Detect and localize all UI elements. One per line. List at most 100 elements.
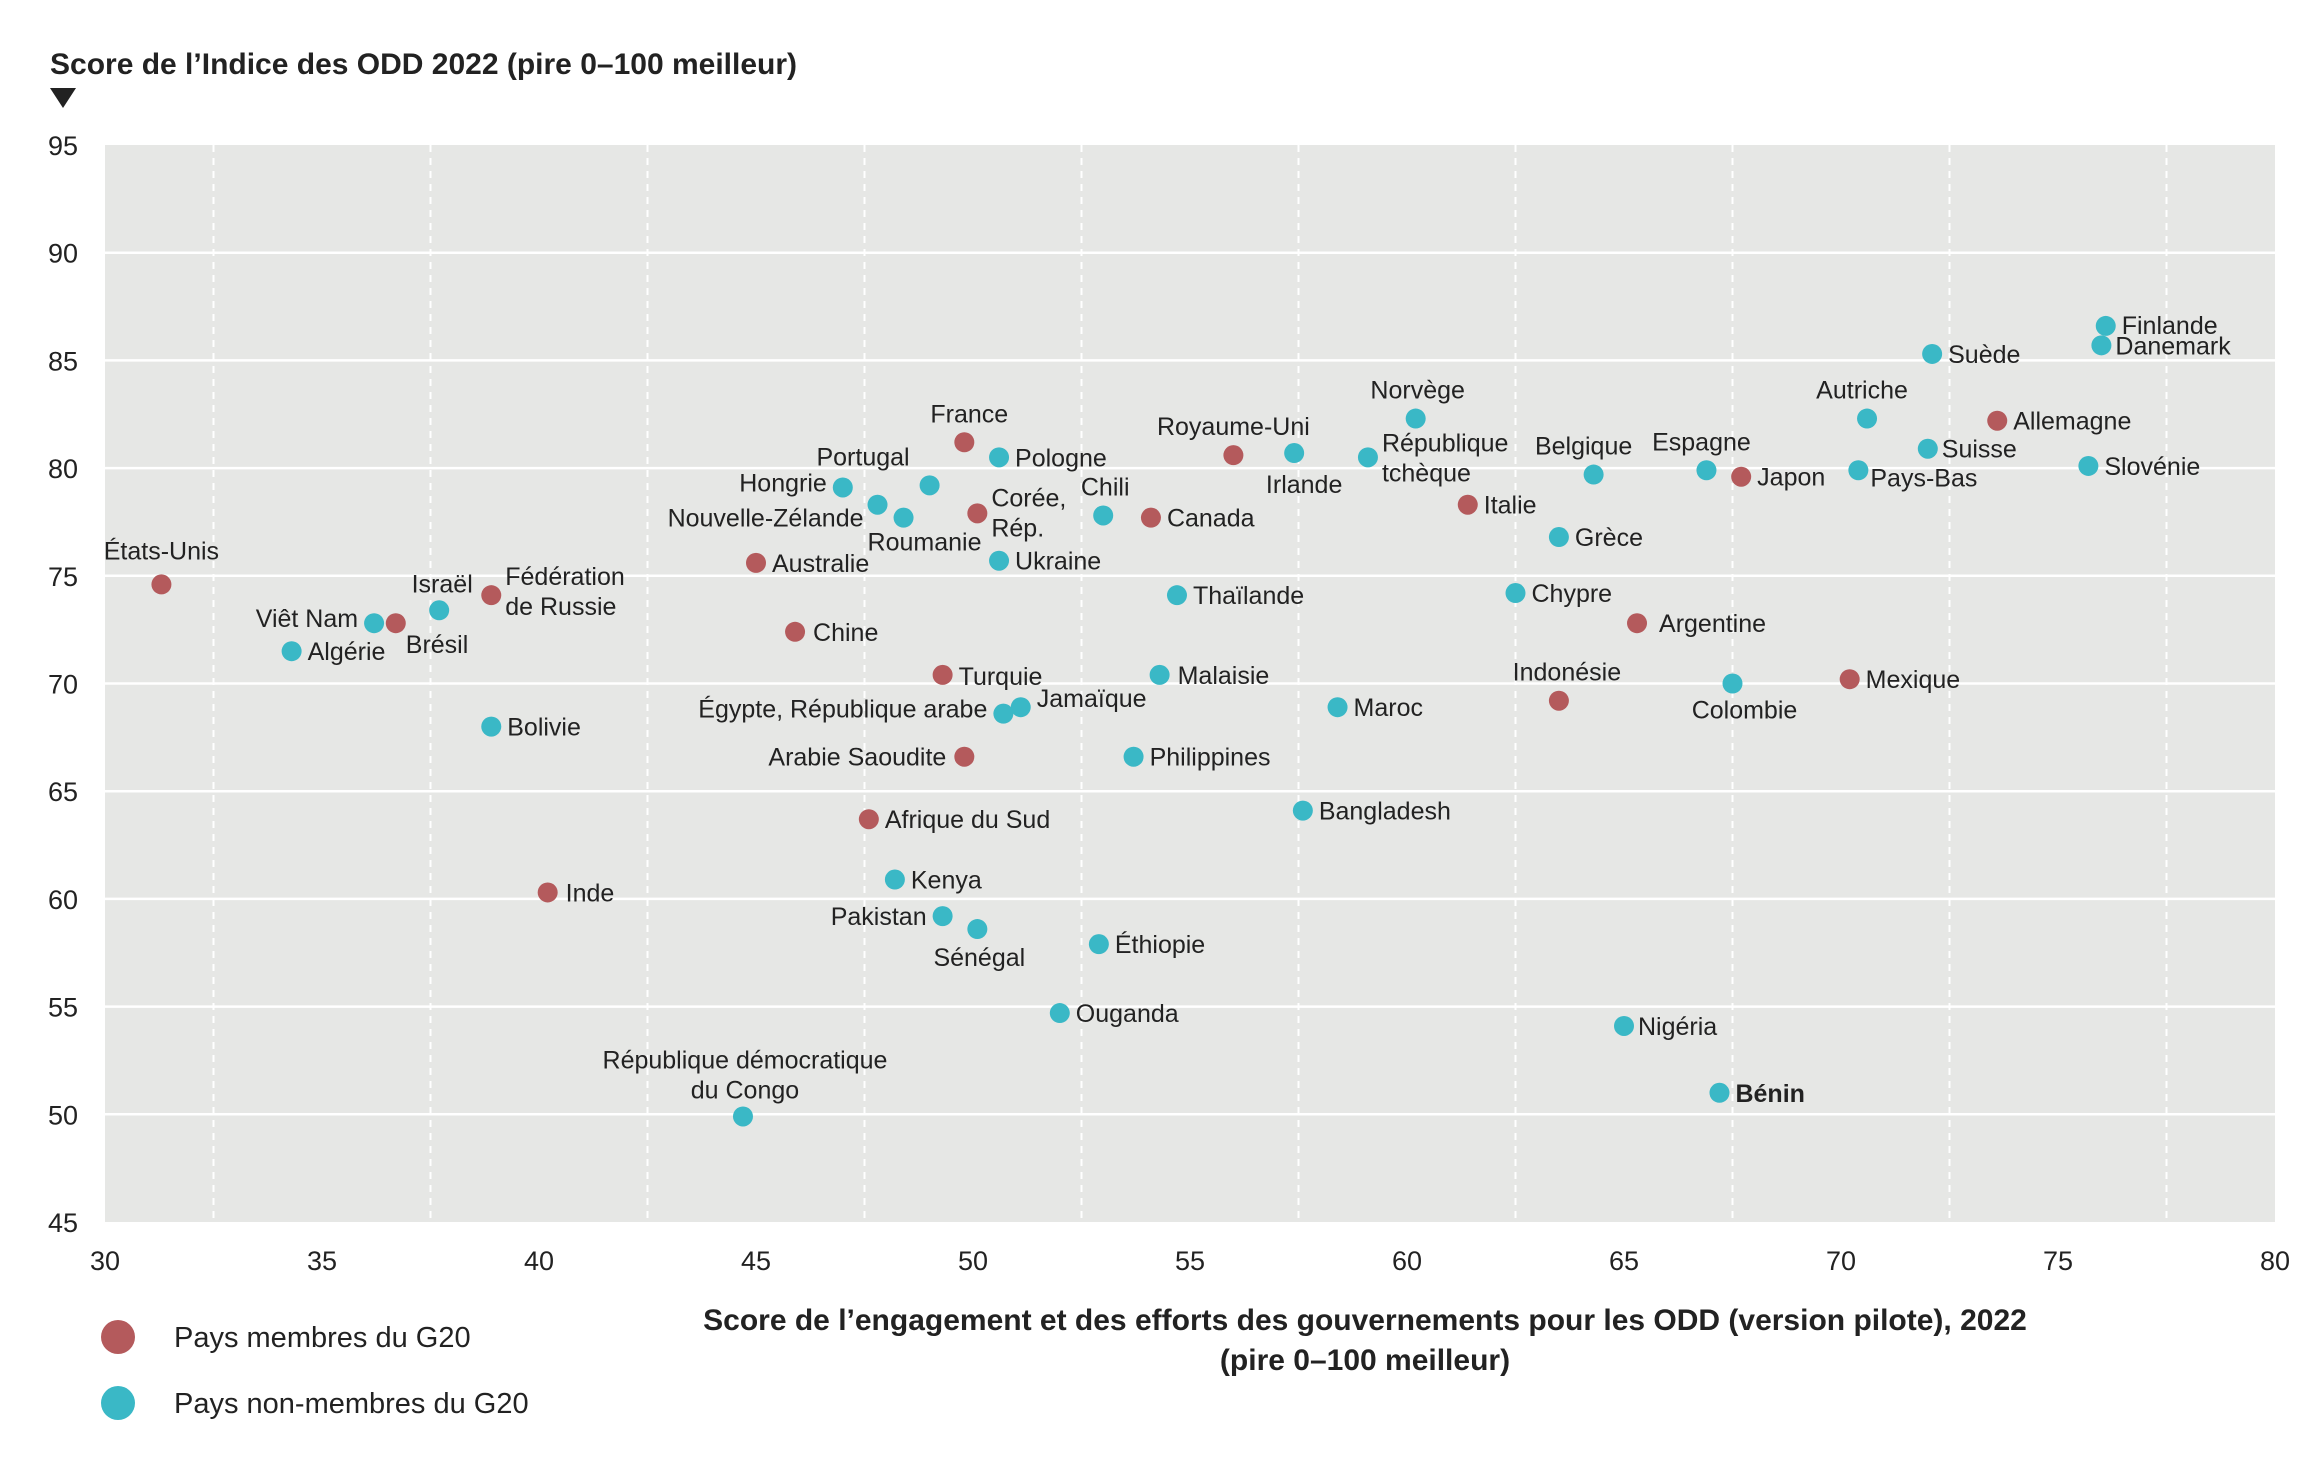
x-tick-label: 35: [307, 1246, 337, 1276]
label-roumanie: Roumanie: [868, 529, 982, 557]
point-nouvelle-zelande: [867, 494, 888, 515]
point-hongrie: [832, 477, 853, 498]
point-ouganda: [1049, 1003, 1070, 1024]
y-tick-label: 50: [48, 1100, 78, 1130]
point-bolivie: [481, 716, 502, 737]
label-australie: Australie: [772, 550, 869, 578]
point-bresil: [385, 613, 406, 634]
point-coree-rep: [967, 503, 988, 524]
y-tick-label: 60: [48, 885, 78, 915]
label-senegal: Sénégal: [933, 944, 1025, 972]
x-axis-title-line-2: (pire 0–100 meilleur): [1220, 1344, 1510, 1377]
label-coree-rep: Corée, Rép.: [991, 484, 1066, 542]
label-finlande: Finlande: [2122, 312, 2218, 340]
point-labels: États-Unis Brésil Fédération de Russie Inde A…: [104, 312, 2231, 1108]
label-chili: Chili: [1081, 473, 1130, 501]
point-republique-tcheque: [1357, 447, 1378, 468]
point-finlande: [2095, 315, 2116, 336]
label-hongrie: Hongrie: [739, 469, 827, 497]
label-benin: Bénin: [1735, 1080, 1804, 1108]
point-slovenie: [2078, 455, 2099, 476]
x-tick-label: 80: [2260, 1246, 2290, 1276]
point-senegal: [967, 919, 988, 940]
grid-lines: [105, 145, 2275, 1222]
y-tick-label: 45: [48, 1208, 78, 1238]
label-suisse: Suisse: [1942, 436, 2017, 464]
label-pologne: Pologne: [1015, 444, 1107, 472]
x-tick-label: 45: [741, 1246, 771, 1276]
point-australie: [746, 552, 766, 573]
label-argentine: Argentine: [1659, 610, 1766, 638]
point-thailande: [1166, 585, 1187, 606]
label-grece: Grèce: [1575, 524, 1643, 552]
point-grece: [1548, 527, 1569, 548]
x-tick-label: 60: [1392, 1246, 1422, 1276]
label-chypre: Chypre: [1532, 580, 1613, 608]
y-tick-label: 95: [48, 131, 78, 161]
point-turquie: [932, 664, 953, 685]
label-malaisie: Malaisie: [1178, 662, 1270, 690]
label-federation-de-russie: Fédération de Russie: [505, 563, 625, 621]
point-republique-democratique-du-congo: [732, 1106, 753, 1127]
label-bresil: Brésil: [406, 631, 469, 659]
label-bangladesh: Bangladesh: [1319, 798, 1451, 826]
y-tick-label: 75: [48, 562, 78, 592]
label-nigeria: Nigéria: [1638, 1013, 1717, 1041]
point-malaisie: [1149, 664, 1170, 685]
x-tick-label: 55: [1175, 1246, 1205, 1276]
point-danemark: [2091, 335, 2112, 356]
label-ouganda: Ouganda: [1076, 1000, 1179, 1028]
point-inde: [537, 882, 558, 903]
point-arabie-saoudite: [954, 746, 975, 767]
label-egypte-republique-arabe: Égypte, République arabe: [698, 695, 987, 724]
label-indonesie: Indonésie: [1513, 659, 1621, 687]
label-viet-nam: Viêt Nam: [256, 605, 358, 633]
label-japon: Japon: [1757, 464, 1825, 492]
y-tick-label: 70: [48, 670, 78, 700]
point-italie: [1457, 494, 1478, 515]
point-autriche: [1857, 408, 1878, 429]
y-tick-label: 80: [48, 454, 78, 484]
x-axis-title-line-1: Score de l’engagement et des efforts des…: [703, 1304, 2027, 1337]
point-bangladesh: [1292, 800, 1313, 821]
point-norvege: [1405, 408, 1426, 429]
point-indonesie: [1548, 690, 1569, 711]
point-ethiopie: [1088, 934, 1109, 955]
x-tick-label: 75: [2043, 1246, 2073, 1276]
label-pays-bas: Pays-Bas: [1870, 464, 1977, 492]
point-nigeria: [1614, 1015, 1634, 1036]
legend-label-g20: Pays membres du G20: [174, 1322, 471, 1354]
label-slovenie: Slovénie: [2104, 453, 2200, 481]
y-tick-label: 90: [48, 239, 78, 269]
label-jamaique: Jamaïque: [1037, 685, 1147, 713]
point-portugal: [919, 475, 940, 496]
x-axis-ticks: 30 35 40 45 50 55 60 65 70 75 80: [90, 1246, 2290, 1276]
label-france: France: [930, 400, 1008, 428]
label-philippines: Philippines: [1150, 744, 1271, 772]
label-royaume-uni: Royaume-Uni: [1157, 413, 1310, 441]
label-etats-unis: États-Unis: [104, 536, 219, 565]
point-mexique: [1839, 669, 1860, 690]
label-republique-tcheque: République tchèque: [1382, 429, 1509, 487]
point-japon: [1731, 466, 1752, 487]
label-danemark: Danemark: [2115, 332, 2231, 360]
point-belgique: [1583, 464, 1604, 485]
label-allemagne: Allemagne: [2013, 408, 2131, 436]
label-belgique: Belgique: [1535, 433, 1632, 461]
y-axis-arrow-icon: [50, 88, 76, 108]
x-tick-label: 30: [90, 1246, 120, 1276]
label-arabie-saoudite: Arabie Saoudite: [768, 744, 946, 772]
point-pays-bas: [1848, 460, 1869, 481]
legend-marker-non-g20: [101, 1386, 135, 1420]
point-maroc: [1327, 697, 1348, 718]
y-tick-label: 55: [48, 993, 78, 1023]
label-irlande: Irlande: [1266, 471, 1342, 499]
label-inde: Inde: [566, 879, 615, 907]
label-autriche: Autriche: [1816, 377, 1908, 405]
x-tick-label: 70: [1826, 1246, 1856, 1276]
y-tick-label: 85: [48, 346, 78, 376]
point-jamaique: [1010, 697, 1031, 718]
legend: Pays membres du G20 Pays non-membres du …: [101, 1320, 529, 1420]
point-chine: [785, 621, 806, 642]
